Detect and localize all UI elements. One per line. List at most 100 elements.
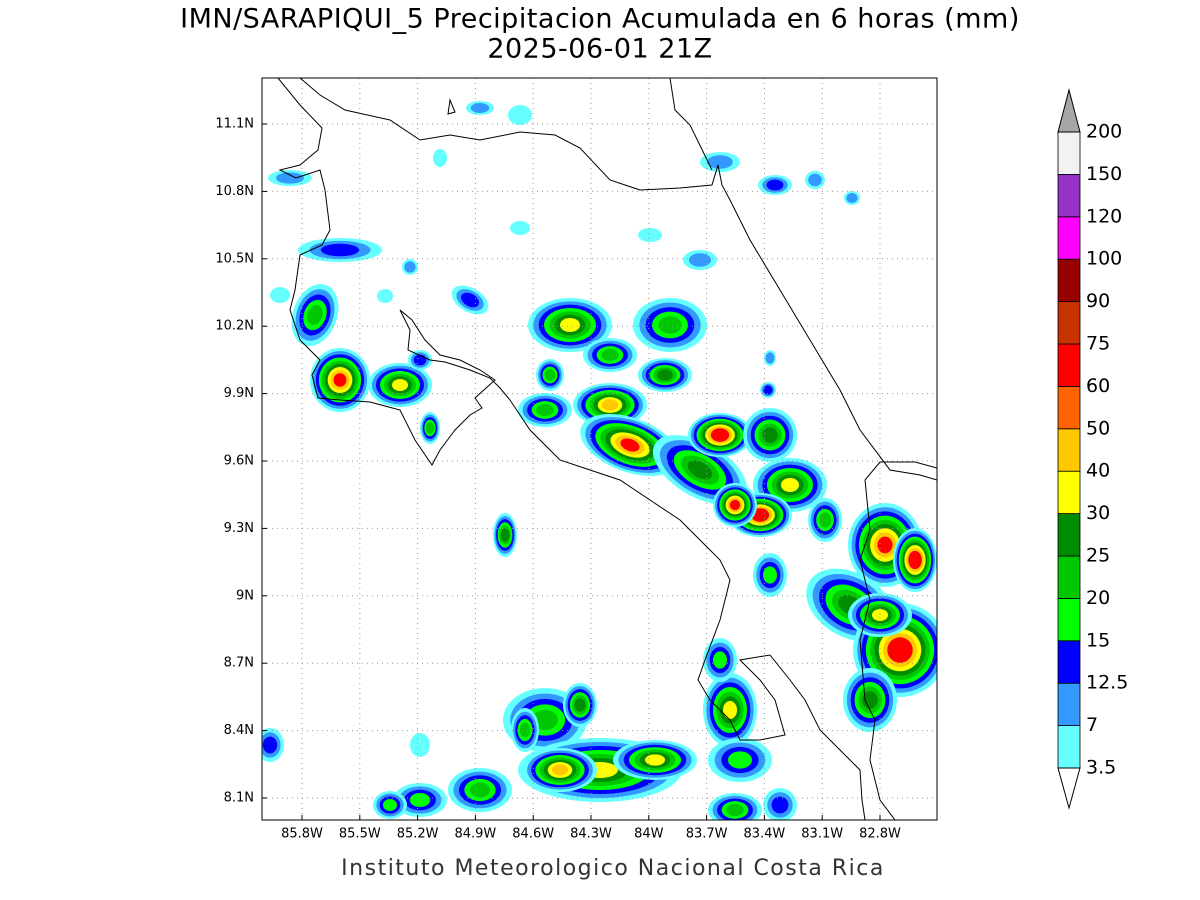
border [859, 461, 937, 820]
colorbar-label: 120 [1086, 205, 1122, 227]
coastlines [277, 78, 937, 820]
lon-label: 84.6W [512, 827, 554, 842]
rain-contour [433, 149, 447, 167]
rain-contour [620, 438, 640, 452]
rain-contour [728, 751, 752, 769]
rain-contour [461, 292, 479, 308]
colorbar-box [1057, 513, 1081, 557]
lat-label: 8.7N [224, 656, 254, 671]
lat-label: 8.4N [224, 723, 254, 738]
colorbar-over [1057, 88, 1081, 133]
rain-contour [560, 318, 580, 332]
rain-contour [510, 221, 530, 235]
island [447, 98, 456, 115]
colorbar-box [1057, 555, 1081, 599]
colorbar-box [1057, 470, 1081, 515]
rain-contour [469, 782, 491, 798]
colorbar-box [1057, 301, 1081, 345]
rain-contour [808, 173, 822, 187]
rain-contour [508, 105, 532, 125]
colorbar-label: 40 [1086, 460, 1110, 482]
precipitation-field [262, 101, 937, 820]
rain-contour [410, 733, 430, 757]
rain-contour [723, 701, 737, 719]
colorbar-label: 90 [1086, 290, 1110, 312]
rain-contour [707, 155, 733, 169]
colorbar-label: 7 [1086, 714, 1098, 736]
colorbar-label: 100 [1086, 248, 1122, 270]
rain-contour [765, 352, 775, 364]
rain-contour [908, 550, 922, 570]
title: IMN/SARAPIQUI_5 Precipitacion Acumulada … [180, 4, 1020, 35]
rain-contour [551, 764, 569, 776]
rain-contour [270, 287, 290, 303]
subtitle: 2025-06-01 21Z [487, 34, 712, 65]
rain-contour [726, 803, 744, 817]
rain-contour [377, 289, 393, 303]
lon-label: 82.8W [859, 827, 901, 842]
colorbar-under [1057, 767, 1081, 810]
colorbar-label: 25 [1086, 545, 1110, 567]
graticule [262, 78, 937, 820]
credit: Instituto Meteorologico Nacional Costa R… [341, 856, 885, 881]
colorbar-box [1057, 428, 1081, 472]
rain-contour [687, 460, 713, 480]
colorbar-label: 20 [1086, 587, 1110, 609]
rain-contour [536, 403, 554, 417]
colorbar-box [1057, 173, 1081, 218]
colorbar-box [1057, 258, 1081, 303]
rain-contour [320, 243, 360, 257]
rain-contour [645, 754, 665, 766]
lat-label: 10.2N [215, 319, 254, 334]
lon-label: 84.3W [570, 827, 612, 842]
lat-label: 8.1N [224, 791, 254, 806]
rain-contour [392, 379, 408, 391]
rain-contour [601, 399, 619, 411]
rain-contour [500, 528, 510, 542]
lat-label: 9N [236, 588, 254, 603]
lat-label: 11.1N [215, 117, 254, 132]
rain-contour [872, 609, 888, 621]
rain-contour [766, 179, 784, 191]
rain-contour [846, 193, 858, 203]
rain-contour [818, 512, 832, 528]
colorbar-box [1057, 682, 1081, 727]
colorbar-label: 15 [1086, 629, 1110, 651]
rain-contour [470, 103, 490, 113]
rain-contour [781, 478, 799, 492]
rain-contour [763, 385, 773, 395]
lon-label: 83.4W [743, 827, 785, 842]
rain-contour [404, 261, 416, 273]
coastline [277, 78, 866, 820]
rain-contour [689, 253, 711, 267]
coastline [299, 78, 937, 481]
lon-label: 84.9W [454, 827, 496, 842]
rain-contour [877, 536, 893, 554]
colorbar-box [1057, 640, 1081, 684]
rain-contour [307, 305, 323, 325]
map-frame [261, 77, 938, 821]
colorbar-label: 3.5 [1086, 757, 1116, 779]
rain-contour [887, 637, 913, 663]
rain-contour [601, 348, 619, 362]
rain-contour [276, 172, 304, 184]
colorbar-label: 150 [1086, 163, 1122, 185]
colorbar-box [1057, 216, 1081, 260]
rain-contour [657, 369, 673, 381]
rain-contour [763, 566, 777, 584]
colorbar-box [1057, 343, 1081, 387]
rain-contour [262, 736, 278, 754]
lat-label: 10.5N [215, 251, 254, 266]
rain-contour [710, 428, 730, 442]
rain-contour [425, 422, 435, 434]
rain-contour [771, 796, 789, 814]
rain-contour [333, 373, 347, 387]
lon-label: 84W [634, 827, 664, 842]
colorbar-label: 30 [1086, 502, 1110, 524]
rain-contour [729, 499, 741, 511]
rain-contour [713, 651, 727, 669]
lon-label: 83.1W [801, 827, 843, 842]
colorbar-box [1057, 131, 1081, 175]
rain-contour [519, 722, 531, 738]
